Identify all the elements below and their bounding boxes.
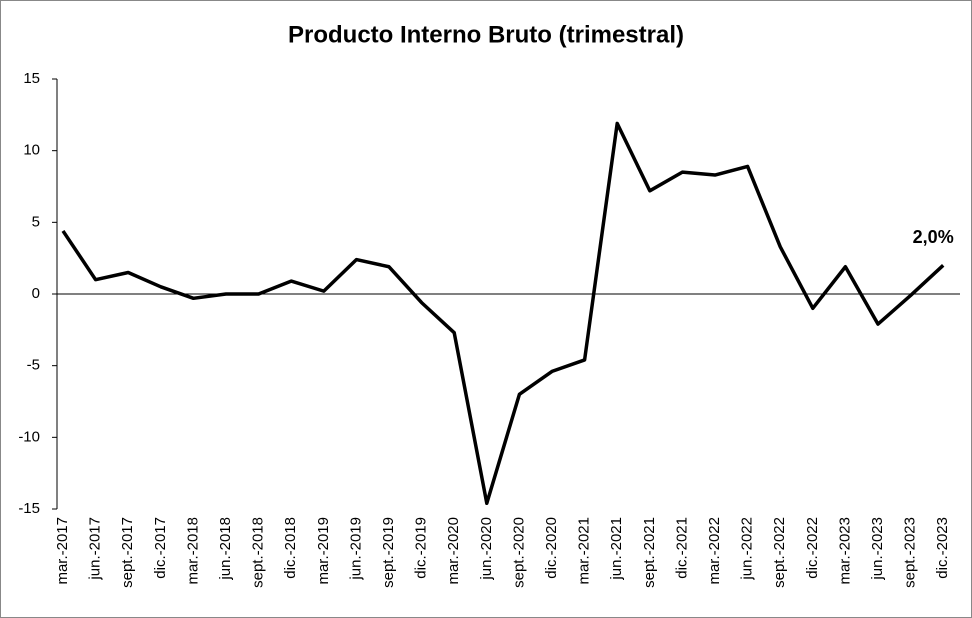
x-tick-label: jun.-2022: [739, 517, 756, 581]
x-tick-label: dic.-2021: [673, 517, 690, 579]
x-tick-label: dic.-2020: [543, 517, 560, 579]
x-tick-label: mar.-2017: [54, 517, 71, 585]
x-tick-label: jun.-2021: [608, 517, 625, 581]
x-tick-label: jun.-2018: [217, 517, 234, 581]
x-tick-label: dic.-2022: [804, 517, 821, 579]
x-tick-label: jun.-2020: [478, 517, 495, 581]
x-tick-label: sept.-2019: [380, 517, 397, 588]
data-label: 2,0%: [913, 227, 954, 247]
y-tick-label: -5: [27, 357, 40, 374]
x-tick-label: sept.-2022: [771, 517, 788, 588]
x-tick-label: dic.-2018: [282, 517, 299, 579]
chart-title: Producto Interno Bruto (trimestral): [288, 21, 684, 48]
x-tick-label: mar.-2021: [576, 517, 593, 585]
y-tick-label: 15: [23, 70, 40, 87]
x-tick-label: jun.-2017: [87, 517, 104, 581]
x-tick-label: jun.-2019: [347, 517, 364, 581]
x-tick-label: sept.-2020: [510, 517, 527, 588]
x-tick-label: sept.-2023: [902, 517, 919, 588]
x-tick-label: dic.-2017: [152, 517, 169, 579]
x-tick-label: mar.-2022: [706, 517, 723, 585]
x-tick-label: dic.-2019: [413, 517, 430, 579]
x-tick-label: dic.-2023: [934, 517, 951, 579]
x-tick-label: mar.-2018: [184, 517, 201, 585]
line: [61, 121, 945, 506]
y-tick-label: -15: [18, 500, 40, 517]
y-tick-label: 0: [32, 285, 40, 302]
x-tick-label: mar.-2023: [836, 517, 853, 585]
x-tick-label: sept.-2017: [119, 517, 136, 588]
x-tick-label: mar.-2019: [315, 517, 332, 585]
y-tick-label: -10: [18, 428, 40, 445]
x-tick-label: jun.-2023: [869, 517, 886, 581]
x-tick-label: mar.-2020: [445, 517, 462, 585]
y-tick-label: 10: [23, 142, 40, 159]
x-tick-label: sept.-2021: [641, 517, 658, 588]
x-tick-label: sept.-2018: [250, 517, 267, 588]
y-tick-label: 5: [32, 213, 40, 230]
